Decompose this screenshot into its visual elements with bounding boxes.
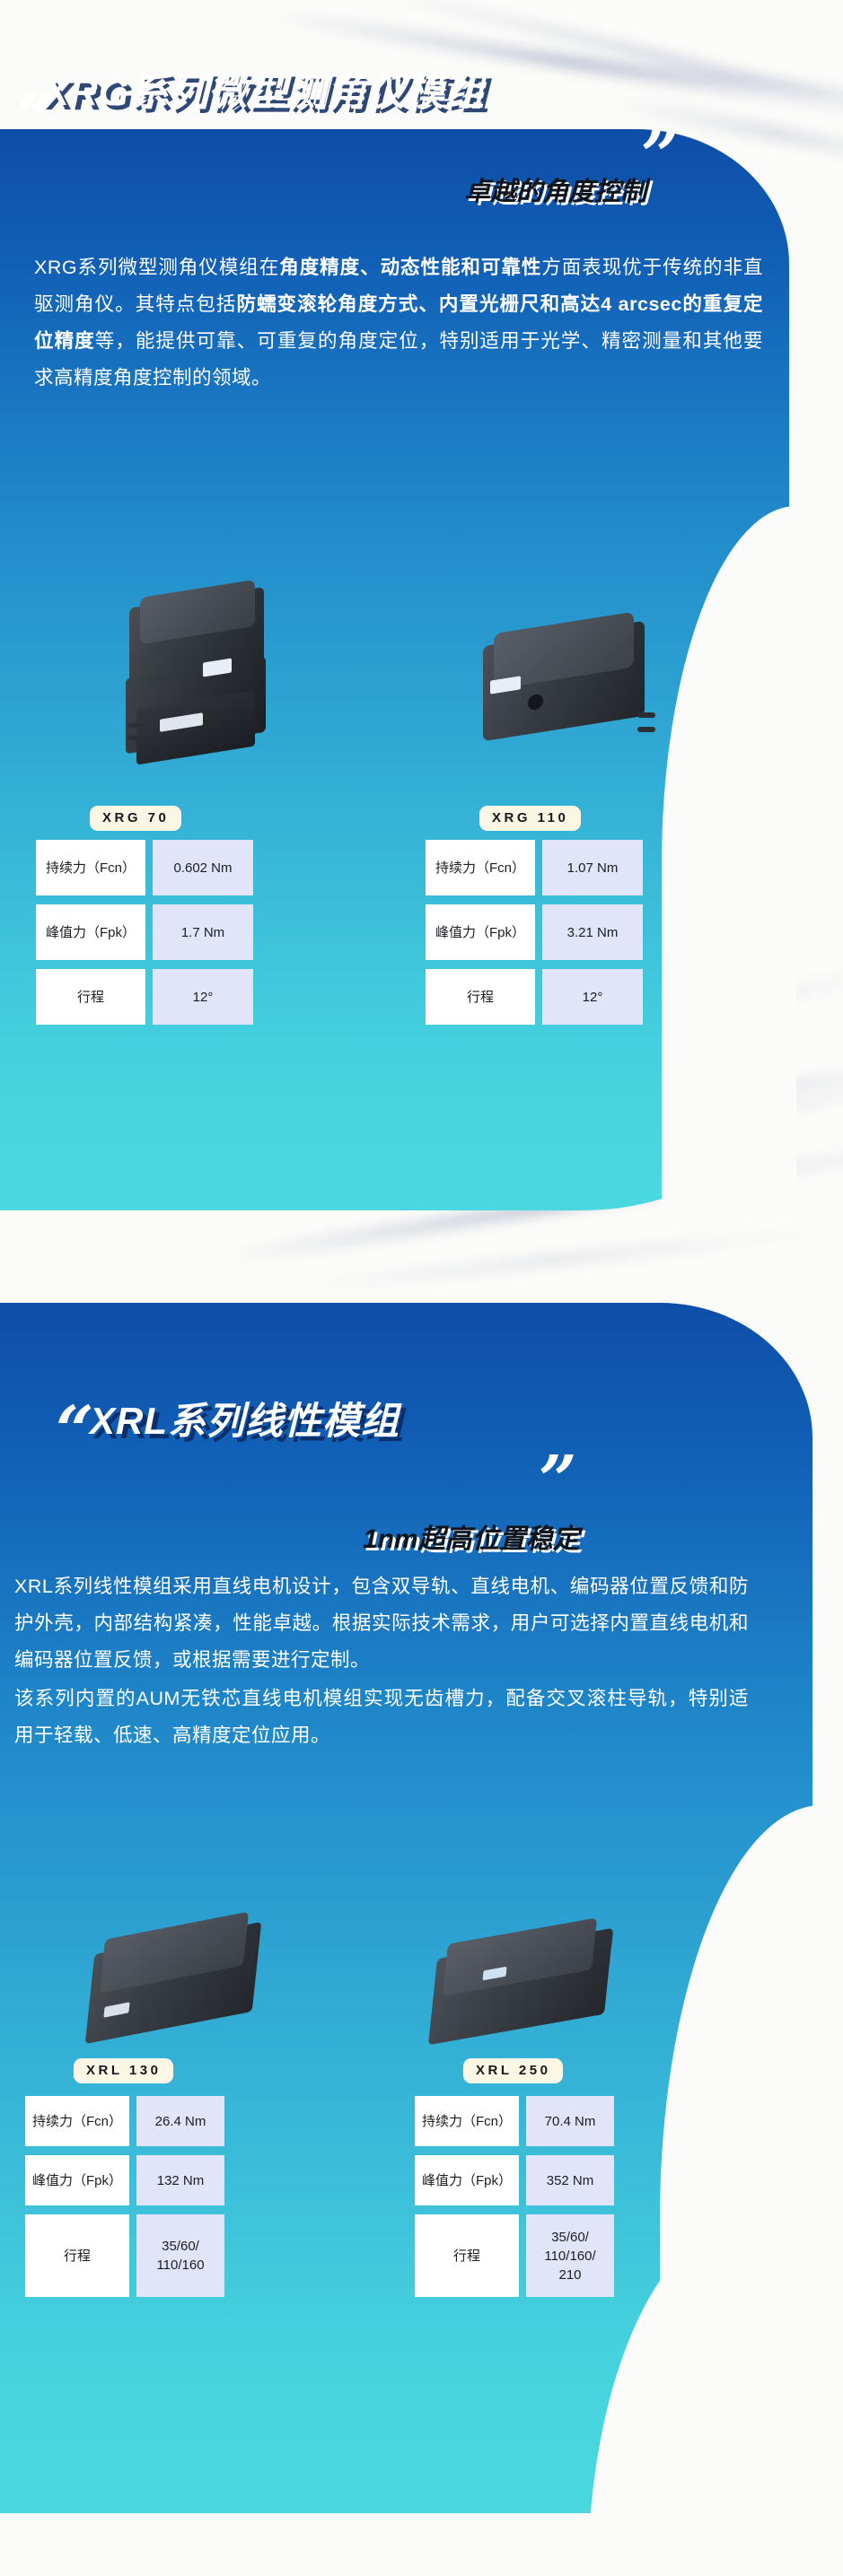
copy-run: 方面表现优于传统的非直驱测角仪。其特点包括	[34, 257, 763, 315]
quote-close-icon: ”	[641, 118, 680, 195]
spec-value: 12°	[153, 969, 253, 1025]
spec-value: 132 Nm	[136, 2155, 224, 2205]
copy-run: XRG系列微型测角仪模组在	[34, 257, 280, 278]
silk-streak	[295, 1223, 843, 1291]
body-copy-xrl: XRL系列线性模组采用直线电机设计，包含双导轨、直线电机、编码器位置反馈和防护外…	[14, 1568, 749, 1754]
spec-value: 12°	[542, 969, 643, 1025]
model-chip-xrl130: XRL 130	[74, 2058, 174, 2083]
spec-value: 35/60/ 110/160/ 210	[526, 2214, 614, 2297]
spec-label: 持续力（Fcn）	[426, 840, 535, 895]
model-chip-xrl250: XRL 250	[463, 2058, 564, 2083]
spec-label: 行程	[25, 2214, 129, 2297]
product-image-xrl250	[413, 1917, 646, 2078]
spec-label: 行程	[36, 969, 145, 1025]
spec-value: 0.602 Nm	[153, 840, 253, 895]
spec-value: 1.07 Nm	[542, 840, 643, 895]
copy-emphasis: 角度精度、动态性能和可靠性	[279, 257, 542, 278]
spec-label: 峰值力（Fpk）	[36, 904, 145, 960]
spec-label: 峰值力（Fpk）	[426, 904, 535, 960]
subtitle-xrl: 1nm超高位置稳定	[363, 1524, 580, 1554]
spec-label: 峰值力（Fpk）	[25, 2155, 129, 2205]
body-copy-xrg: XRG系列微型测角仪模组在角度精度、动态性能和可靠性方面表现优于传统的非直驱测角…	[34, 249, 763, 397]
model-chip-xrg70: XRG 70	[90, 806, 182, 831]
subtitle-xrg: 卓越的角度控制	[464, 178, 647, 206]
product-images-xrg	[0, 574, 789, 781]
spec-table-xrl130: 持续力（Fcn） 26.4 Nm 峰值力（Fpk） 132 Nm 行程 35/6…	[25, 2096, 224, 2297]
copy-emphasis: 防蠕变滚轮角度方式、内置光栅尺和高达4 arcsec的重复定位精度	[34, 293, 763, 352]
spec-label: 行程	[426, 969, 535, 1025]
quote-close-icon: ”	[539, 1442, 577, 1519]
spec-table-xrl250: 持续力（Fcn） 70.4 Nm 峰值力（Fpk） 352 Nm 行程 35/6…	[415, 2096, 614, 2297]
spec-value: 70.4 Nm	[526, 2096, 614, 2146]
spec-value: 352 Nm	[526, 2155, 614, 2205]
copy-run: 等，能提供可靠、可重复的角度定位，特别适用于光学、精密测量和其他要求高精度角度控…	[34, 330, 763, 389]
product-image-xrl130	[72, 1908, 296, 2074]
spec-table-xrg70: 持续力（Fcn） 0.602 Nm 峰值力（Fpk） 1.7 Nm 行程 12°	[36, 840, 253, 1025]
spec-value: 1.7 Nm	[153, 904, 253, 960]
page-title-xrl: XRL系列线性模组	[90, 1400, 400, 1442]
panel-bottom-curve	[588, 2217, 843, 2576]
spec-value: 3.21 Nm	[542, 904, 643, 960]
product-image-xrg70	[106, 579, 285, 774]
quote-open-icon: “	[56, 1393, 94, 1470]
copy-paragraph-2: 该系列内置的AUM无铁芯直线电机模组实现无齿槽力，配备交叉滚柱导轨，特别适用于轻…	[14, 1688, 749, 1746]
silk-streak	[502, 47, 843, 118]
page-title-xrg: XRG系列微型测角仪模组	[43, 71, 486, 114]
spec-label: 持续力（Fcn）	[415, 2096, 519, 2146]
spec-value: 35/60/ 110/160	[136, 2214, 224, 2297]
model-chip-xrg110: XRG 110	[479, 806, 582, 831]
spec-label: 行程	[415, 2214, 519, 2297]
spec-table-xrg110: 持续力（Fcn） 1.07 Nm 峰值力（Fpk） 3.21 Nm 行程 12°	[426, 840, 643, 1025]
spec-label: 峰值力（Fpk）	[415, 2155, 519, 2205]
product-image-xrg110	[467, 601, 664, 772]
copy-paragraph-1: XRL系列线性模组采用直线电机设计，包含双导轨、直线电机、编码器位置反馈和防护外…	[14, 1576, 749, 1671]
spec-value: 26.4 Nm	[136, 2096, 224, 2146]
spec-label: 持续力（Fcn）	[36, 840, 145, 895]
spec-label: 持续力（Fcn）	[25, 2096, 129, 2146]
